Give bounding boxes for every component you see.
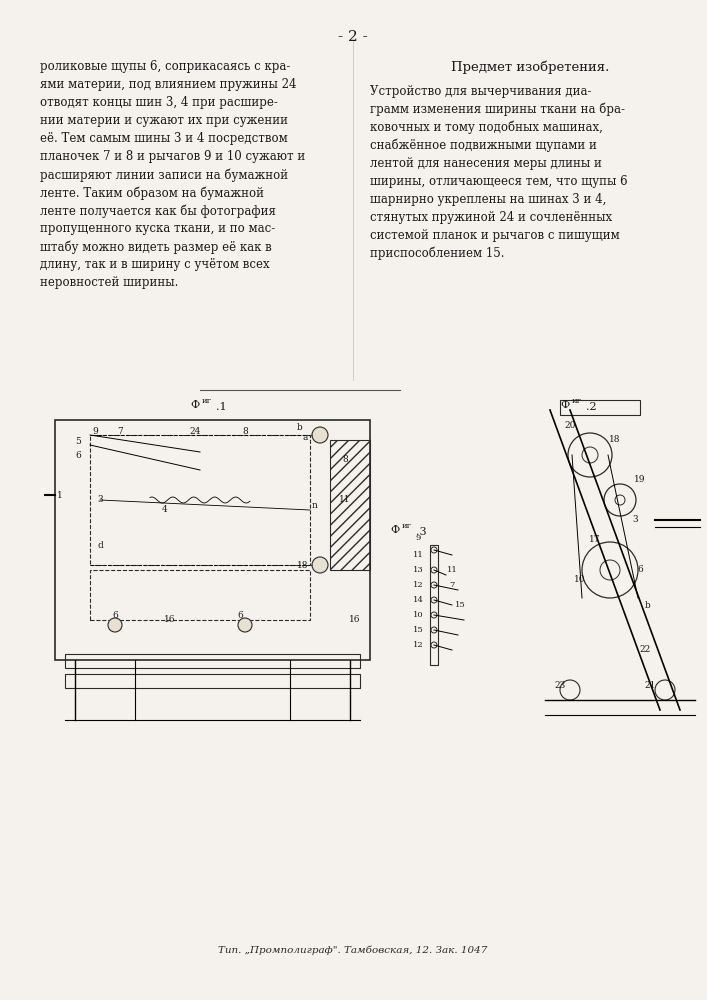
Text: 23: 23: [554, 680, 566, 690]
Text: 6: 6: [637, 566, 643, 574]
Text: нии материи и сужают их при сужении: нии материи и сужают их при сужении: [40, 114, 288, 127]
Text: 9: 9: [415, 534, 421, 542]
Text: n: n: [312, 500, 318, 510]
Text: a: a: [303, 432, 308, 442]
Text: 20: 20: [564, 422, 575, 430]
Text: расширяют линии записи на бумажной: расширяют линии записи на бумажной: [40, 168, 288, 182]
Circle shape: [312, 557, 328, 573]
Text: пропущенного куска ткани, и по мас-: пропущенного куска ткани, и по мас-: [40, 222, 275, 235]
Text: 1: 1: [57, 490, 63, 499]
Text: 4: 4: [162, 506, 168, 514]
Text: 16: 16: [164, 615, 176, 624]
Bar: [560, 400, 640, 415]
Text: d: d: [97, 540, 103, 550]
Text: 11: 11: [447, 566, 457, 574]
Text: 6: 6: [112, 610, 118, 619]
Text: 18: 18: [609, 436, 621, 444]
Bar: [90, 570, 310, 620]
Text: 9: 9: [92, 428, 98, 436]
Text: приспособлением 15.: приспособлением 15.: [370, 247, 505, 260]
Text: 8: 8: [242, 428, 248, 436]
Text: иг: иг: [402, 522, 412, 530]
Text: 19: 19: [634, 476, 645, 485]
Text: 12: 12: [413, 581, 423, 589]
Text: 7: 7: [450, 581, 455, 589]
Text: 13: 13: [413, 566, 423, 574]
Text: 3: 3: [97, 495, 103, 504]
Text: ленте. Таким образом на бумажной: ленте. Таким образом на бумажной: [40, 186, 264, 200]
Text: Устройство для вычерчивания диа-: Устройство для вычерчивания диа-: [370, 85, 592, 98]
Text: ленте получается как бы фотография: ленте получается как бы фотография: [40, 204, 276, 218]
Text: 11: 11: [413, 551, 423, 559]
Text: .1: .1: [216, 402, 227, 412]
Text: грамм изменения ширины ткани на бра-: грамм изменения ширины ткани на бра-: [370, 103, 625, 116]
Text: ширины, отличающееся тем, что щупы 6: ширины, отличающееся тем, что щупы 6: [370, 175, 628, 188]
Text: 10: 10: [574, 576, 586, 584]
Text: отводят концы шин 3, 4 при расшире-: отводят концы шин 3, 4 при расшире-: [40, 96, 278, 109]
Text: 24: 24: [189, 428, 201, 436]
Text: 15: 15: [455, 601, 465, 609]
Text: Предмет изобретения.: Предмет изобретения.: [451, 60, 609, 74]
Text: роликовые щупы 6, соприкасаясь с кра-: роликовые щупы 6, соприкасаясь с кра-: [40, 60, 291, 73]
Text: Ф: Ф: [561, 400, 570, 410]
Text: 22: 22: [639, 646, 650, 654]
Text: ями материи, под влиянием пружины 24: ями материи, под влиянием пружины 24: [40, 78, 296, 91]
Text: снабжённое подвижными щупами и: снабжённое подвижными щупами и: [370, 139, 597, 152]
Text: неровностей ширины.: неровностей ширины.: [40, 276, 178, 289]
Text: 11: 11: [339, 495, 351, 504]
Text: лентой для нанесения меры длины и: лентой для нанесения меры длины и: [370, 157, 602, 170]
Text: системой планок и рычагов с пишущим: системой планок и рычагов с пишущим: [370, 229, 620, 242]
Text: 12: 12: [413, 641, 423, 649]
Text: Ф: Ф: [391, 525, 400, 535]
Text: 6: 6: [75, 450, 81, 460]
Text: b: b: [645, 600, 651, 609]
Circle shape: [108, 618, 122, 632]
Text: стянутых пружиной 24 и сочленённых: стянутых пружиной 24 и сочленённых: [370, 211, 612, 224]
Text: штабу можно видеть размер её как в: штабу можно видеть размер её как в: [40, 240, 271, 253]
Bar: [330, 440, 370, 570]
Text: 17: 17: [589, 536, 601, 544]
Text: b: b: [297, 424, 303, 432]
Text: планочек 7 и 8 и рычагов 9 и 10 сужают и: планочек 7 и 8 и рычагов 9 и 10 сужают и: [40, 150, 305, 163]
Bar: [90, 435, 310, 565]
Text: 6: 6: [237, 610, 243, 619]
Text: 5: 5: [75, 438, 81, 446]
Text: 18: 18: [297, 560, 309, 570]
Text: шарнирно укреплены на шинах 3 и 4,: шарнирно укреплены на шинах 3 и 4,: [370, 193, 607, 206]
Text: 21: 21: [644, 680, 655, 690]
Text: Ф: Ф: [191, 400, 200, 410]
Text: иг: иг: [572, 397, 582, 405]
Bar: [65, 674, 360, 688]
Bar: [65, 654, 360, 668]
Text: .3: .3: [416, 527, 426, 537]
Text: 15: 15: [413, 626, 423, 634]
Text: 7: 7: [117, 428, 123, 436]
Bar: [430, 545, 438, 665]
Text: .2: .2: [586, 402, 597, 412]
Text: Тип. „Промполиграф". Тамбовская, 12. Зак. 1047: Тип. „Промполиграф". Тамбовская, 12. Зак…: [218, 945, 488, 955]
Text: ковочных и тому подобных машинах,: ковочных и тому подобных машинах,: [370, 121, 603, 134]
Text: 10: 10: [413, 611, 423, 619]
Text: 14: 14: [413, 596, 423, 604]
Circle shape: [312, 427, 328, 443]
Text: длину, так и в ширину с учётом всех: длину, так и в ширину с учётом всех: [40, 258, 269, 271]
Text: 3: 3: [632, 516, 638, 524]
Text: - 2 -: - 2 -: [338, 30, 368, 44]
Text: 16: 16: [349, 615, 361, 624]
Text: 8: 8: [342, 456, 348, 464]
Circle shape: [238, 618, 252, 632]
Text: иг: иг: [202, 397, 212, 405]
Bar: [55, 420, 370, 660]
Text: её. Тем самым шины 3 и 4 посредством: её. Тем самым шины 3 и 4 посредством: [40, 132, 288, 145]
